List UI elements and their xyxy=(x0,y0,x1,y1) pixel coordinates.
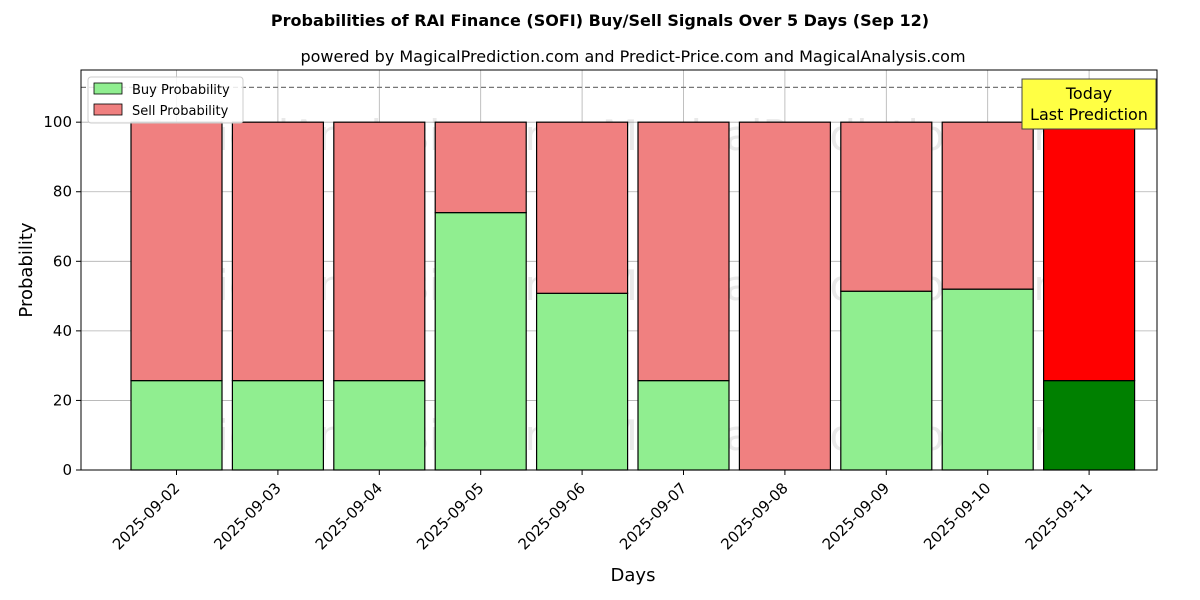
today-annotation-line1: Today xyxy=(1065,84,1112,103)
chart-subtitle: powered by MagicalPrediction.com and Pre… xyxy=(300,47,965,66)
buy-bar xyxy=(130,380,223,471)
x-tick-label: 2025-09-05 xyxy=(413,479,487,553)
buy-bar xyxy=(535,292,629,471)
today-annotation-box xyxy=(1021,78,1157,130)
y-tick-label: 40 xyxy=(53,322,72,340)
sell-bar xyxy=(1042,121,1136,382)
sell-bar xyxy=(941,121,1034,290)
y-axis-ticks: 0 20 40 60 80 100 xyxy=(43,113,81,479)
chart-title: Probabilities of RAI Finance (SOFI) Buy/… xyxy=(271,11,929,30)
legend-buy-label: Buy Probability xyxy=(132,83,230,98)
today-annotation: Today Last Prediction xyxy=(1021,78,1157,130)
y-tick-label: 60 xyxy=(53,252,72,270)
sell-bar xyxy=(637,121,730,382)
x-axis-ticks: 2025-09-02 2025-09-03 2025-09-04 2025-09-05… xyxy=(109,470,1096,553)
x-tick-label: 2025-09-03 xyxy=(210,479,284,553)
x-tick-label: 2025-09-08 xyxy=(717,479,791,553)
x-axis-label: Days xyxy=(611,565,656,586)
x-tick-label: 2025-09-07 xyxy=(616,479,690,553)
y-tick-label: 20 xyxy=(53,391,72,409)
x-tick-label: 2025-09-11 xyxy=(1022,479,1096,553)
x-tick-label: 2025-09-09 xyxy=(819,479,893,553)
y-tick-label: 80 xyxy=(53,183,72,201)
sell-bar xyxy=(535,121,629,294)
sell-bar xyxy=(231,121,324,382)
today-annotation-line2: Last Prediction xyxy=(1030,105,1148,124)
y-axis-label: Probability xyxy=(16,222,37,317)
buy-bar xyxy=(231,380,324,471)
legend-buy-swatch xyxy=(93,82,123,95)
legend-box xyxy=(87,76,244,124)
buy-bar xyxy=(1042,380,1136,471)
legend-sell-label: Sell Probability xyxy=(132,104,229,119)
plot-frame xyxy=(80,69,1158,471)
sell-bar xyxy=(130,121,223,382)
sell-bar xyxy=(434,121,527,214)
buy-bar xyxy=(637,380,730,471)
legend-sell-swatch xyxy=(93,103,123,116)
y-tick-label: 0 xyxy=(62,461,72,479)
y-tick-label: 100 xyxy=(43,113,72,131)
sell-bar xyxy=(840,121,933,292)
legend: Buy Probability Sell Probability xyxy=(87,76,244,124)
x-tick-label: 2025-09-06 xyxy=(515,479,589,553)
sell-bar xyxy=(333,121,426,382)
buy-bar xyxy=(434,212,527,471)
sell-bar xyxy=(738,121,832,471)
buy-bar xyxy=(333,380,426,471)
buy-bar xyxy=(840,290,933,471)
buy-bar xyxy=(941,288,1034,471)
bars xyxy=(130,121,1136,471)
x-tick-label: 2025-09-10 xyxy=(920,479,994,553)
x-tick-label: 2025-09-02 xyxy=(109,479,183,553)
x-tick-label: 2025-09-04 xyxy=(312,479,386,553)
